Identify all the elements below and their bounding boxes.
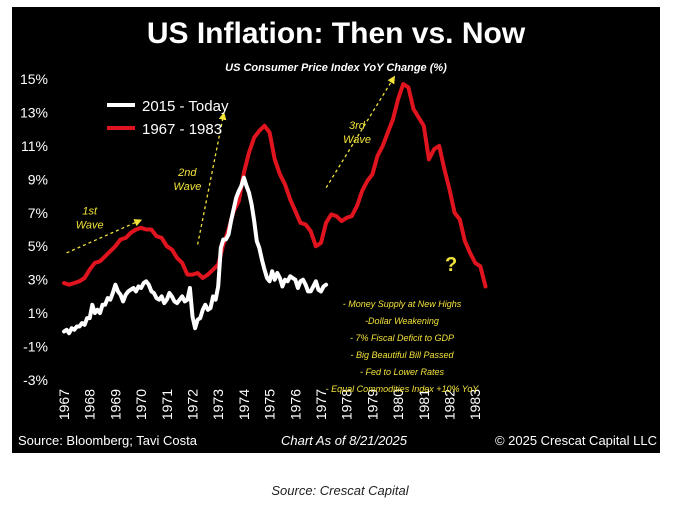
x-tick-label: 1968: [82, 389, 98, 420]
x-tick-label: 1974: [236, 389, 252, 420]
question-mark: ?: [445, 254, 457, 276]
wave-arrow: [66, 219, 143, 254]
chart-title: US Inflation: Then vs. Now: [147, 17, 526, 50]
legend-label-history: 1967 - 1983: [142, 121, 222, 138]
footer-date: Chart As of 8/21/2025: [281, 433, 408, 448]
series-line-history: [62, 82, 488, 289]
chart-canvas: US Inflation: Then vs. Now US Consumer P…: [18, 17, 657, 448]
x-tick-label: 1967: [56, 389, 72, 420]
y-tick-label: 5%: [28, 238, 48, 254]
y-axis: 15% 13% 11% 9% 7% 5% 3% 1% -1% -3%: [20, 71, 48, 388]
chart-subtitle: US Consumer Price Index YoY Change (%): [225, 62, 447, 74]
x-axis: 1967 1968 1969 1970 1971 1972 1973 1974 1975 1976…: [56, 389, 483, 420]
wave-label: 2nd Wave: [173, 167, 201, 193]
legend: 2015 - Today 1967 - 1983: [107, 98, 229, 138]
x-tick-label: 1978: [339, 389, 355, 420]
series-lines: [62, 82, 488, 336]
figure-caption: Source: Crescat Capital: [271, 483, 409, 498]
footer-source: Source: Bloomberg; Tavi Costa: [18, 433, 198, 448]
x-tick-label: 1973: [210, 389, 226, 420]
wave-annotations: 1st Wave 2nd Wave 3rd Wave: [66, 75, 396, 254]
y-tick-label: 13%: [20, 104, 48, 120]
note-item: -Dollar Weakening: [365, 316, 439, 326]
y-tick-label: 1%: [28, 305, 48, 321]
x-tick-label: 1979: [364, 389, 380, 420]
y-tick-label: 7%: [28, 205, 48, 221]
note-item: - Big Beautiful Bill Passed: [350, 350, 454, 360]
note-item: - 7% Fiscal Deficit to GDP: [350, 333, 454, 343]
chart-panel: US Inflation: Then vs. Now US Consumer P…: [12, 7, 660, 453]
x-tick-label: 1981: [416, 389, 432, 420]
y-tick-label: -1%: [23, 339, 48, 355]
x-tick-label: 1972: [185, 389, 201, 420]
x-tick-label: 1970: [133, 389, 149, 420]
y-tick-label: 15%: [20, 71, 48, 87]
x-tick-label: 1982: [442, 389, 458, 420]
y-tick-label: 9%: [28, 171, 48, 187]
legend-label-today: 2015 - Today: [142, 98, 229, 115]
wave-label: 1st Wave: [76, 205, 104, 231]
x-tick-label: 1980: [390, 389, 406, 420]
note-item: - Equal Commodities Index +10% YoY: [326, 384, 480, 394]
x-tick-label: 1971: [159, 389, 175, 420]
x-tick-label: 1969: [107, 389, 123, 420]
x-tick-label: 1975: [262, 389, 278, 420]
x-tick-label: 1983: [467, 389, 483, 420]
y-tick-label: 3%: [28, 272, 48, 288]
wave-arrow: [197, 111, 227, 245]
series-line-today: [62, 175, 329, 336]
footer-copyright: © 2025 Crescat Capital LLC: [495, 433, 657, 448]
y-tick-label: 11%: [21, 138, 48, 154]
x-tick-label: 1976: [287, 389, 303, 420]
notes-list: - Money Supply at New Highs -Dollar Weak…: [326, 299, 480, 394]
wave-label: 3rd Wave: [343, 120, 371, 146]
note-item: - Fed to Lower Rates: [360, 367, 445, 377]
x-tick-label: 1977: [313, 389, 329, 420]
note-item: - Money Supply at New Highs: [343, 299, 462, 309]
y-tick-label: -3%: [23, 372, 48, 388]
